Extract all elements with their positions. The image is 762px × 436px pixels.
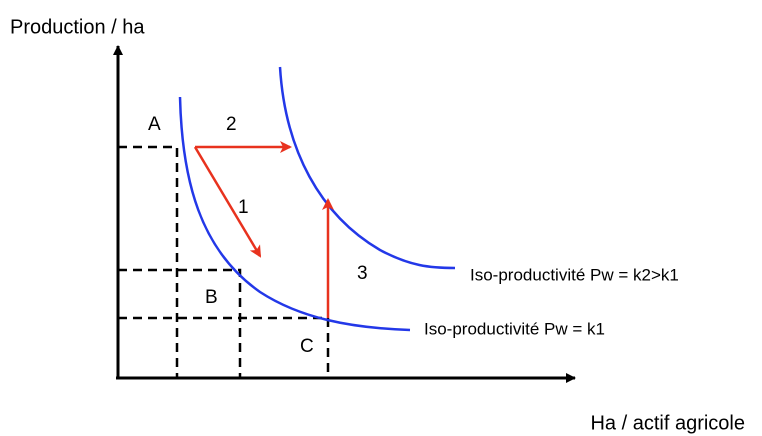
iso-curve-k2: [278, 66, 456, 270]
y-axis-label: Production / ha: [10, 16, 145, 38]
iso-curve-k1: [178, 96, 411, 332]
x-axis-label: Ha / actif agricole: [590, 412, 745, 434]
arrow-label: 3: [357, 263, 368, 284]
point-label: B: [205, 287, 218, 308]
guides: [118, 145, 330, 378]
curve-label: Iso-productivité Pw = k2>k1: [470, 265, 679, 284]
curve-label: Iso-productivité Pw = k1: [424, 319, 605, 338]
shift-arrows: [193, 141, 334, 318]
arrow-label: 2: [226, 114, 237, 135]
arrow-label: 1: [238, 197, 249, 218]
point-label: A: [148, 114, 161, 135]
point-label: C: [300, 336, 314, 357]
